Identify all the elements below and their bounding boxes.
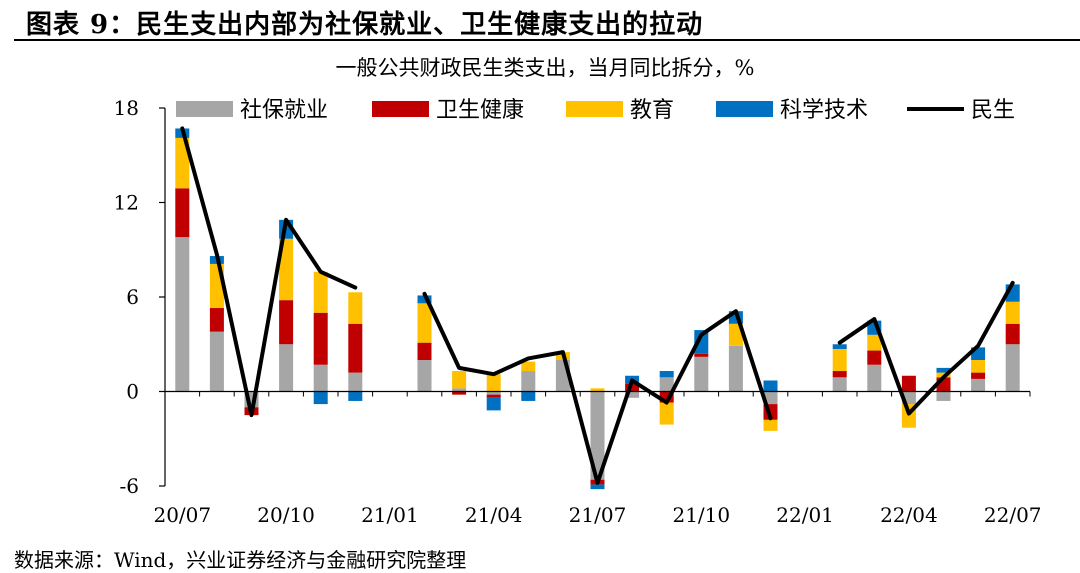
bar-3-21/09: [659, 371, 674, 378]
title-rule: [14, 39, 1080, 41]
x-tick-label: 21/04: [465, 503, 523, 527]
bar-0-21/05: [521, 371, 536, 392]
bar-0-21/02: [417, 360, 432, 392]
bar-2-20/12: [348, 292, 363, 324]
bar-2-21/07: [590, 388, 605, 392]
bar-2-21/09: [659, 402, 674, 425]
x-tick-label: 22/01: [776, 503, 834, 527]
bar-0-20/08: [209, 331, 224, 392]
y-tick-label: 18: [114, 96, 139, 120]
x-tick-label: 21/10: [672, 503, 730, 527]
y-tick-label: 12: [114, 191, 139, 215]
x-tick-label: 22/04: [880, 503, 938, 527]
legend-label-4: 民生: [971, 98, 1015, 123]
bar-0-20/10: [279, 344, 294, 392]
source-note: 数据来源：Wind，兴业证券经济与金融研究院整理: [14, 548, 467, 572]
figure-header: 图表 9：民生支出内部为社保就业、卫生健康支出的拉动: [0, 0, 1080, 42]
y-tick-label: -6: [120, 474, 139, 498]
bar-1-22/02: [832, 371, 847, 378]
x-tick-label: 22/07: [984, 503, 1042, 527]
bar-1-22/07: [1005, 323, 1020, 345]
stacked-bar-line-chart: 一般公共财政民生类支出，当月同比拆分，% 社保就业 卫生健康 教育 科学技术 民生 -6…: [114, 56, 1042, 527]
x-tick-label: 21/07: [569, 503, 627, 527]
bar-1-22/06: [971, 372, 986, 379]
bar-0-21/08: [625, 391, 640, 398]
legend-swatch-1: [372, 101, 429, 117]
bar-1-21/10: [694, 353, 709, 357]
legend-label-1: 卫生健康: [436, 98, 524, 123]
bar-1-20/10: [279, 300, 294, 345]
bar-1-20/07: [175, 188, 190, 238]
bar-0-21/09: [659, 377, 674, 392]
bar-3-22/05: [936, 367, 951, 373]
bar-0-21/04: [486, 391, 501, 395]
legend: 社保就业 卫生健康 教育 科学技术 民生: [176, 98, 1015, 123]
bar-layer: [175, 128, 1020, 490]
bar-1-21/09: [659, 391, 674, 403]
legend-swatch-0: [176, 101, 233, 117]
bar-2-22/07: [1005, 301, 1020, 324]
bar-3-21/12: [763, 380, 778, 392]
bar-0-21/10: [694, 356, 709, 392]
bar-0-20/12: [348, 372, 363, 392]
x-tick-label: 21/01: [361, 503, 419, 527]
bar-1-21/02: [417, 342, 432, 360]
axes-layer: -6 0 6 12 18 20/07 20/10 21/01 21/04 21/07 21/10 22…: [114, 96, 1042, 527]
bar-3-21/04: [486, 397, 501, 411]
bar-2-22/03: [867, 334, 882, 351]
bar-3-21/07: [590, 484, 605, 490]
legend-swatch-3: [716, 101, 773, 117]
bar-2-21/05: [521, 361, 536, 372]
bar-3-21/10: [694, 330, 709, 354]
figure-title: 图表 9：民生支出内部为社保就业、卫生健康支出的拉动: [26, 10, 704, 40]
bar-0-20/11: [313, 364, 328, 392]
bar-1-21/08: [625, 383, 640, 392]
legend-label-0: 社保就业: [240, 98, 328, 123]
bar-1-21/03: [452, 391, 467, 395]
bar-3-22/02: [832, 344, 847, 349]
bar-0-22/07: [1005, 344, 1020, 392]
bar-0-22/06: [971, 378, 986, 392]
legend-swatch-2: [566, 101, 623, 117]
bar-1-21/04: [486, 394, 501, 398]
x-tick-label: 20/10: [257, 503, 315, 527]
bar-3-20/11: [313, 391, 328, 405]
bar-2-21/02: [417, 303, 432, 343]
bar-2-20/10: [279, 238, 294, 301]
line-series-0: [180, 126, 1015, 485]
legend-label-3: 科学技术: [780, 98, 868, 123]
bar-0-21/03: [452, 388, 467, 392]
bar-1-22/03: [867, 350, 882, 365]
bar-3-21/05: [521, 391, 536, 401]
bar-3-20/12: [348, 391, 363, 401]
legend-label-2: 教育: [630, 98, 674, 123]
bar-2-20/11: [313, 271, 328, 313]
chart-area: 一般公共财政民生类支出，当月同比拆分，% 社保就业 卫生健康 教育 科学技术 民生 -6…: [0, 42, 1080, 536]
bar-2-21/11: [728, 323, 743, 346]
line-layer: [180, 126, 1015, 485]
bar-0-22/03: [867, 364, 882, 392]
y-tick-label: 0: [126, 380, 139, 404]
x-tick-label: 20/07: [153, 503, 211, 527]
y-tick-label: 6: [126, 285, 139, 309]
bar-2-21/03: [452, 371, 467, 389]
bar-0-22/02: [832, 377, 847, 392]
bar-1-22/04: [901, 375, 916, 392]
bar-1-20/12: [348, 323, 363, 373]
bar-2-22/06: [971, 360, 986, 373]
bar-3-21/02: [417, 295, 432, 304]
bar-1-20/11: [313, 312, 328, 365]
bar-2-21/04: [486, 374, 501, 392]
bar-1-20/08: [209, 308, 224, 332]
bar-2-21/12: [763, 419, 778, 431]
chart-subtitle: 一般公共财政民生类支出，当月同比拆分，%: [336, 56, 755, 80]
bar-0-20/07: [175, 237, 190, 392]
bar-2-22/02: [832, 348, 847, 372]
bar-2-20/07: [175, 137, 190, 189]
bar-0-22/05: [936, 391, 951, 401]
bar-0-21/11: [728, 345, 743, 392]
bar-0-21/07: [590, 391, 605, 480]
